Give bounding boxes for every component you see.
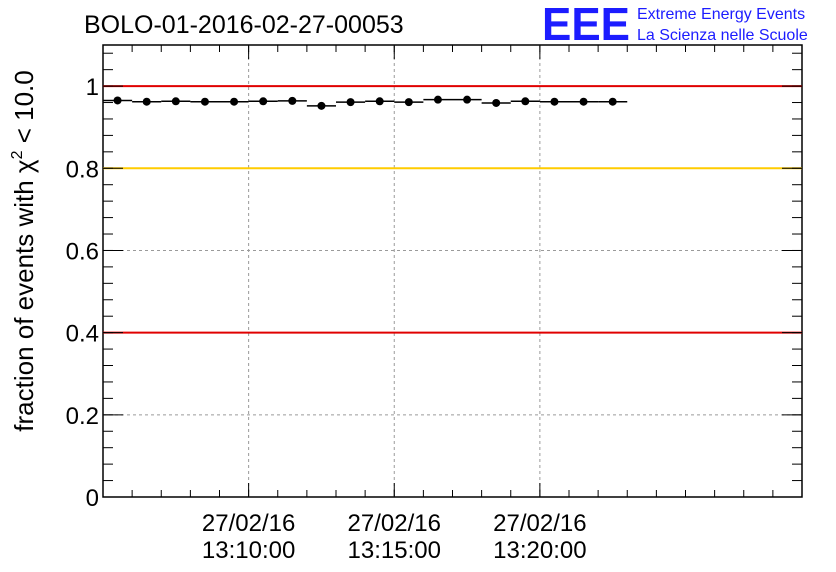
y-tick-label: 0.2 [66, 403, 99, 430]
y-tick-label: 1 [86, 74, 99, 101]
x-tick-label-time: 13:15:00 [348, 537, 441, 564]
y-tick-label: 0 [86, 485, 99, 512]
y-tick-label: 0.4 [66, 321, 99, 348]
data-point [230, 97, 239, 106]
x-tick-labels: 27/02/1613:10:0027/02/1613:15:0027/02/16… [202, 510, 587, 564]
data-point [171, 97, 180, 106]
y-axis-title-suffix: < 10.0 [9, 70, 39, 150]
x-tick-label-date: 27/02/16 [348, 510, 441, 537]
y-axis-title-symbol: χ [9, 159, 39, 173]
data-point [550, 97, 559, 106]
data-point [404, 98, 413, 107]
data-point [463, 95, 472, 104]
data-point [259, 97, 268, 106]
y-tick-label: 0.8 [66, 156, 99, 183]
plot-border [102, 44, 803, 498]
eee-logo: EEE Extreme Energy Events La Scienza nel… [542, 0, 808, 50]
x-tick-label-time: 13:10:00 [202, 537, 295, 564]
logo-line2: La Scienza nelle Scuole [637, 27, 808, 44]
y-axis-title-superscript: 2 [9, 150, 26, 159]
y-axis-title-prefix: fraction of events with [9, 173, 39, 432]
chart-title: BOLO-01-2016-02-27-00053 [84, 11, 404, 39]
logo-letters: EEE [542, 0, 630, 50]
x-tick-label-date: 27/02/16 [202, 510, 295, 537]
y-tick-label: 0.6 [66, 238, 99, 265]
grid [103, 45, 802, 497]
data-point [200, 97, 209, 106]
y-axis-title: fraction of events with χ2 < 10.0 [9, 70, 39, 431]
data-point [346, 98, 355, 107]
data-point [113, 96, 122, 105]
data-point [433, 95, 442, 104]
data-point [375, 97, 384, 106]
data-point [608, 97, 617, 106]
data-point [579, 97, 588, 106]
plot-frame [102, 44, 803, 498]
data-point [288, 96, 297, 105]
data-point [521, 97, 530, 106]
x-tick-label-time: 13:20:00 [493, 537, 586, 564]
data-series [103, 95, 628, 110]
data-point [492, 98, 501, 107]
data-point [142, 97, 151, 106]
axis-ticks [103, 45, 802, 498]
y-tick-labels: 0 0.2 0.4 0.6 0.8 1 [66, 74, 99, 512]
logo-line1: Extreme Energy Events [637, 6, 805, 23]
reference-lines [103, 85, 802, 334]
data-point [317, 101, 326, 110]
x-tick-label-date: 27/02/16 [493, 510, 586, 537]
